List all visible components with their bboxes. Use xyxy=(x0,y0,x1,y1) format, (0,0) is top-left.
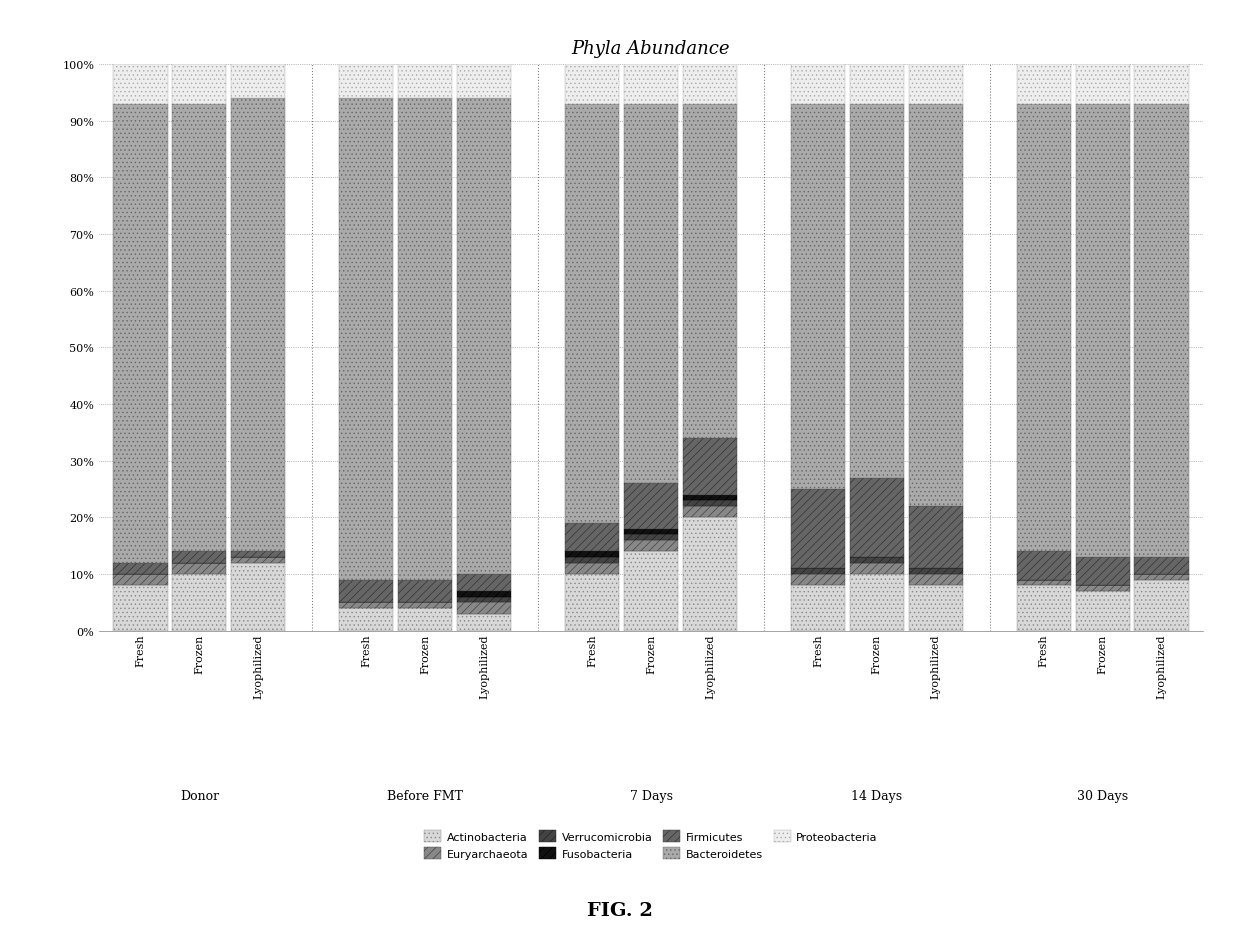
Bar xyxy=(1135,580,1189,631)
Bar xyxy=(624,552,678,631)
Text: 14 Days: 14 Days xyxy=(852,790,903,803)
Bar xyxy=(231,65,285,99)
Bar xyxy=(683,439,737,496)
Text: FIG. 2: FIG. 2 xyxy=(587,901,653,919)
Bar xyxy=(849,574,904,631)
Bar xyxy=(909,586,962,631)
Bar xyxy=(398,580,453,603)
Bar xyxy=(624,65,678,105)
Bar xyxy=(849,105,904,478)
Bar xyxy=(683,518,737,631)
Bar xyxy=(624,529,678,535)
Text: Donor: Donor xyxy=(180,790,219,803)
Bar xyxy=(1075,105,1130,558)
Bar xyxy=(113,105,167,563)
Bar xyxy=(398,609,453,631)
Bar xyxy=(172,65,227,105)
Bar xyxy=(172,552,227,563)
Bar xyxy=(172,574,227,631)
Bar xyxy=(1017,580,1071,586)
Bar xyxy=(909,105,962,507)
Bar xyxy=(1075,558,1130,586)
Bar xyxy=(458,597,511,603)
Bar xyxy=(791,105,844,490)
Bar xyxy=(398,99,453,580)
Text: 30 Days: 30 Days xyxy=(1078,790,1128,803)
Bar xyxy=(113,563,167,574)
Bar xyxy=(565,574,619,631)
Bar xyxy=(231,563,285,631)
Bar xyxy=(340,609,393,631)
Bar xyxy=(458,591,511,597)
Bar xyxy=(565,563,619,574)
Bar xyxy=(791,586,844,631)
Bar xyxy=(1075,591,1130,631)
Bar xyxy=(1135,65,1189,105)
Bar xyxy=(1017,65,1071,105)
Bar xyxy=(1075,586,1130,591)
Bar xyxy=(849,478,904,558)
Bar xyxy=(172,105,227,552)
Bar xyxy=(624,105,678,483)
Bar xyxy=(565,523,619,552)
Bar xyxy=(172,563,227,574)
Legend: Actinobacteria, Euryarchaeota, Verrucomicrobia, Fusobacteria, Firmicutes, Bacter: Actinobacteria, Euryarchaeota, Verrucomi… xyxy=(420,826,882,863)
Bar xyxy=(683,65,737,105)
Bar xyxy=(565,105,619,523)
Bar xyxy=(1075,65,1130,105)
Bar xyxy=(849,65,904,105)
Bar xyxy=(683,507,737,518)
Bar xyxy=(683,496,737,501)
Bar xyxy=(340,580,393,603)
Bar xyxy=(849,563,904,574)
Bar xyxy=(231,99,285,552)
Bar xyxy=(624,535,678,540)
Bar xyxy=(1017,105,1071,552)
Bar xyxy=(1135,574,1189,580)
Bar xyxy=(683,501,737,507)
Bar xyxy=(458,603,511,614)
Bar xyxy=(565,552,619,558)
Bar xyxy=(565,65,619,105)
Bar xyxy=(340,99,393,580)
Bar xyxy=(398,603,453,609)
Bar xyxy=(624,540,678,552)
Bar xyxy=(683,105,737,439)
Bar xyxy=(565,558,619,563)
Bar xyxy=(113,65,167,105)
Bar xyxy=(909,569,962,574)
Bar xyxy=(791,490,844,569)
Bar xyxy=(231,558,285,563)
Bar xyxy=(458,574,511,591)
Bar xyxy=(1017,586,1071,631)
Bar xyxy=(791,569,844,574)
Bar xyxy=(909,65,962,105)
Bar xyxy=(113,574,167,586)
Bar xyxy=(458,99,511,574)
Bar xyxy=(458,65,511,99)
Bar xyxy=(340,65,393,99)
Bar xyxy=(909,507,962,569)
Bar xyxy=(849,558,904,563)
Bar xyxy=(624,483,678,529)
Bar xyxy=(1017,552,1071,580)
Bar xyxy=(1135,558,1189,574)
Title: Phyla Abundance: Phyla Abundance xyxy=(572,40,730,58)
Bar xyxy=(909,574,962,586)
Bar xyxy=(458,614,511,631)
Bar xyxy=(231,552,285,558)
Bar xyxy=(791,65,844,105)
Bar xyxy=(1135,105,1189,558)
Text: Before FMT: Before FMT xyxy=(387,790,464,803)
Bar xyxy=(791,574,844,586)
Bar xyxy=(113,586,167,631)
Bar xyxy=(398,65,453,99)
Text: 7 Days: 7 Days xyxy=(630,790,672,803)
Bar xyxy=(340,603,393,609)
